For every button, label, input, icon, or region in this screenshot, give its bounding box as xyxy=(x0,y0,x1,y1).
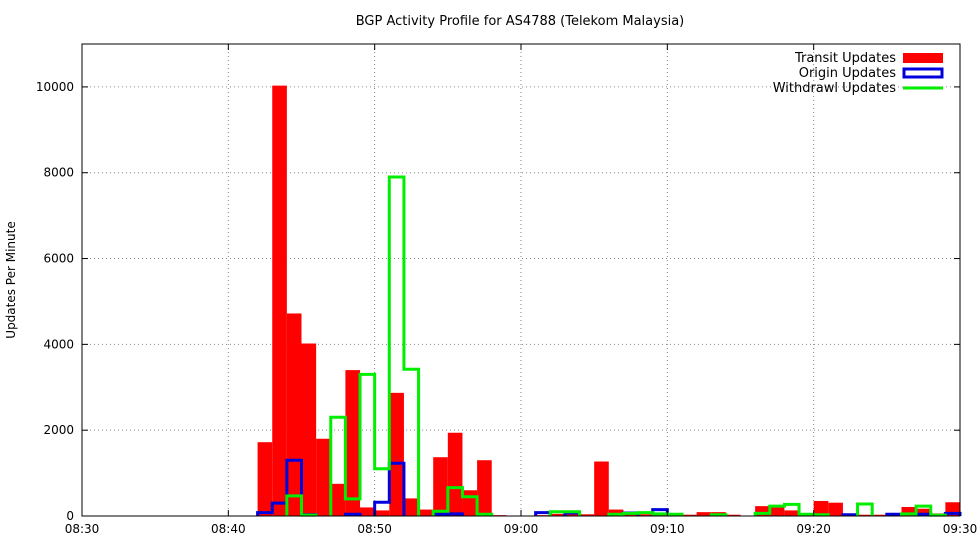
transit-updates-bar xyxy=(301,343,317,516)
transit-updates-bar xyxy=(389,392,404,516)
transit-updates-bar xyxy=(725,514,741,516)
ticks-layer: 08:30 08:40 08:50 09:00 09:10 09:20 09:30 0 2000… xyxy=(36,44,977,536)
transit-updates-bar xyxy=(784,510,800,516)
transit-updates-bar xyxy=(696,512,712,516)
legend-swatch-transit-updates xyxy=(903,53,943,63)
transit-updates-bar xyxy=(872,514,887,516)
transit-updates-bar xyxy=(257,442,273,516)
transit-updates-bar xyxy=(433,457,448,516)
legend-label-origin-updates: Origin Updates xyxy=(799,66,897,81)
transit-updates-bar xyxy=(330,483,346,516)
transit-updates-bar xyxy=(579,514,595,516)
y-tick-label: 8000 xyxy=(43,166,74,180)
transit-updates-bar xyxy=(828,502,843,516)
x-tick-label: 09:00 xyxy=(504,522,539,536)
transit-updates-bar xyxy=(769,507,785,516)
chart-title: BGP Activity Profile for AS4788 (Telekom… xyxy=(356,14,685,29)
origin-updates-step xyxy=(373,461,406,516)
transit-updates-bar xyxy=(755,506,770,516)
withdrawl-updates-step xyxy=(607,511,684,516)
transit-updates-bar xyxy=(374,510,390,516)
withdrawl-updates-step xyxy=(899,504,947,517)
legend-label-transit-updates: Transit Updates xyxy=(794,51,896,66)
transit-updates-bar xyxy=(901,506,917,516)
x-tick-label: 08:50 xyxy=(357,522,392,536)
legend-swatch-origin-updates xyxy=(902,67,944,79)
transit-updates-bar xyxy=(462,490,478,516)
x-tick-label: 09:30 xyxy=(943,522,978,536)
y-tick-label: 10000 xyxy=(36,80,74,94)
transit-updates-bar xyxy=(681,514,697,516)
transit-updates-bar xyxy=(477,460,492,516)
transit-updates-bar xyxy=(857,514,873,516)
transit-updates-bar xyxy=(813,500,829,516)
transit-updates-bar xyxy=(564,513,580,516)
transit-updates-bar xyxy=(418,509,434,516)
withdrawl-updates-step xyxy=(709,513,728,517)
x-tick-label: 08:40 xyxy=(211,522,246,536)
x-tick-label: 08:30 xyxy=(65,522,100,536)
x-tick-label: 09:20 xyxy=(796,522,831,536)
legend-label-withdrawl-updates: Withdrawl Updates xyxy=(773,81,897,96)
transit-updates-bar xyxy=(345,370,361,516)
transit-updates-bar xyxy=(608,509,624,516)
transit-updates-bar xyxy=(594,461,609,516)
origin-updates-step xyxy=(343,512,362,516)
bars-layer xyxy=(257,85,960,516)
withdrawl-updates-step xyxy=(753,502,830,517)
transit-updates-bar xyxy=(916,508,931,516)
y-tick-label: 2000 xyxy=(43,423,74,437)
transit-updates-bar xyxy=(403,498,419,516)
y-axis-label: Updates Per Minute xyxy=(4,221,18,338)
grid-layer xyxy=(82,44,960,516)
withdrawl-updates-step xyxy=(329,175,421,516)
transit-updates-bar xyxy=(272,85,287,516)
transit-updates-bar xyxy=(286,313,302,516)
transit-updates-bar xyxy=(360,507,375,516)
withdrawl-updates-step xyxy=(856,502,874,516)
lines-layer xyxy=(256,175,962,517)
withdrawl-updates-step xyxy=(548,510,582,516)
transit-updates-bar xyxy=(638,514,653,516)
y-tick-label: 4000 xyxy=(43,337,74,351)
y-tick-label: 6000 xyxy=(43,252,74,266)
x-tick-label: 09:10 xyxy=(650,522,685,536)
withdrawl-updates-step xyxy=(431,486,494,516)
transit-updates-bar xyxy=(316,438,331,516)
y-tick-label: 0 xyxy=(66,509,74,523)
transit-updates-bar xyxy=(447,432,463,516)
transit-updates-bar xyxy=(550,513,565,516)
withdrawl-updates-step xyxy=(285,494,318,517)
